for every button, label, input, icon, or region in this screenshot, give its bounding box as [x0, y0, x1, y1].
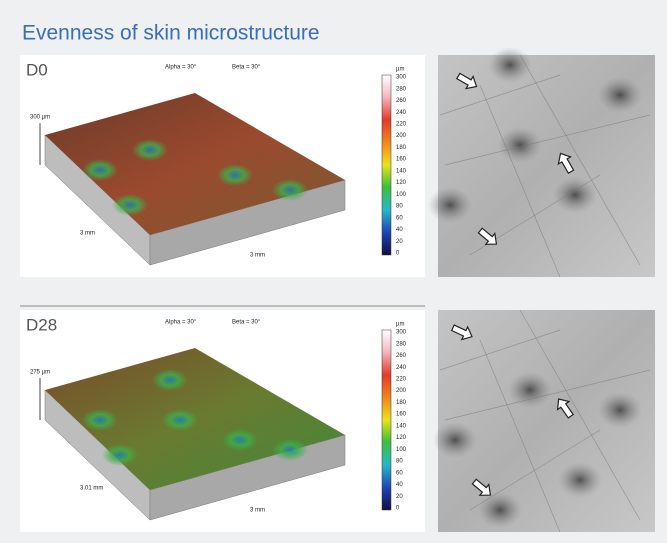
colorbar-tick: 220: [396, 377, 407, 383]
dark-spot: [508, 372, 552, 408]
x-dim-label: 3.01 mm: [80, 486, 103, 492]
dark-spot: [598, 77, 642, 113]
panel: D0 Alpha = 30° Beta = 30° 300 µm 3 mm 3 mm µm 3…: [20, 47, 655, 278]
colorbar-tick: 80: [396, 204, 403, 210]
colorbar-tick: 40: [396, 227, 403, 233]
surface-spot: [152, 369, 188, 391]
colorbar-tick: 260: [396, 353, 407, 359]
dark-spot: [428, 187, 472, 223]
colorbar-tick: 100: [396, 192, 407, 198]
colorbar-tick: 180: [396, 400, 407, 406]
colorbar-tick: 140: [396, 423, 407, 429]
colorbar-unit: µm: [396, 67, 404, 73]
colorbar-tick: 200: [396, 133, 407, 139]
colorbar-tick: 220: [396, 122, 407, 128]
wrinkle: [439, 329, 561, 371]
panel-label: D28: [26, 315, 57, 334]
colorbar-tick: 240: [396, 365, 407, 371]
x-dim-label: 3 mm: [80, 231, 95, 237]
panel: D28 Alpha = 30° Beta = 30° 275 µm 3.01 mm 3 m…: [20, 309, 655, 533]
colorbar-tick: 0: [396, 251, 400, 257]
colorbar-tick: 160: [396, 412, 407, 418]
colorbar-tick: 160: [396, 157, 407, 163]
surface-spot: [102, 444, 138, 466]
beta-label: Beta = 30°: [232, 65, 261, 71]
colorbar-tick: 300: [396, 330, 407, 336]
surface-spot: [217, 164, 253, 186]
wrinkle: [479, 84, 561, 278]
colorbar: [381, 329, 392, 511]
colorbar-tick: 40: [396, 482, 403, 488]
surface-spot: [132, 139, 168, 161]
title: Evenness of skin microstructure: [22, 22, 320, 45]
colorbar-tick: 180: [396, 145, 407, 151]
dark-spot: [558, 462, 602, 498]
colorbar-tick: 280: [396, 86, 407, 92]
beta-label: Beta = 30°: [232, 320, 261, 326]
dark-spot: [478, 492, 522, 528]
surface-spot: [82, 159, 118, 181]
surface-spot: [82, 409, 118, 431]
colorbar: [381, 74, 392, 256]
wrinkle: [519, 309, 641, 521]
surface-spot: [272, 179, 308, 201]
colorbar-tick: 300: [396, 75, 407, 81]
colorbar-tick: 120: [396, 435, 407, 441]
dark-spot: [433, 422, 477, 458]
colorbar-tick: 100: [396, 447, 407, 453]
wrinkle: [444, 369, 651, 421]
wrinkle: [439, 74, 561, 116]
colorbar-tick: 240: [396, 110, 407, 116]
alpha-label: Alpha = 30°: [165, 320, 197, 326]
y-dim-label: 3 mm: [250, 253, 265, 259]
colorbar-tick: 0: [396, 506, 400, 512]
colorbar-tick: 280: [396, 341, 407, 347]
wrinkle: [519, 54, 641, 266]
surface-spot: [162, 409, 198, 431]
dark-spot: [598, 392, 642, 428]
surface-spot: [222, 429, 258, 451]
colorbar-unit: µm: [396, 322, 404, 328]
panel-label: D0: [26, 60, 48, 79]
colorbar-tick: 60: [396, 215, 403, 221]
colorbar-tick: 60: [396, 470, 403, 476]
surface-spot: [112, 194, 148, 216]
colorbar-tick: 120: [396, 180, 407, 186]
wrinkle: [444, 114, 651, 166]
height-label: 300 µm: [30, 115, 50, 121]
wrinkle: [479, 339, 561, 533]
wrinkle: [469, 429, 601, 511]
colorbar-tick: 200: [396, 388, 407, 394]
dark-spot: [488, 47, 532, 83]
colorbar-tick: 80: [396, 459, 403, 465]
dark-spot: [498, 127, 542, 163]
colorbar-tick: 20: [396, 239, 403, 245]
height-label: 275 µm: [30, 370, 50, 376]
colorbar-tick: 260: [396, 98, 407, 104]
colorbar-tick: 140: [396, 168, 407, 174]
colorbar-tick: 20: [396, 494, 403, 500]
surface-spot: [272, 439, 308, 461]
alpha-label: Alpha = 30°: [165, 65, 197, 71]
y-dim-label: 3 mm: [250, 508, 265, 514]
dark-spot: [553, 177, 597, 213]
